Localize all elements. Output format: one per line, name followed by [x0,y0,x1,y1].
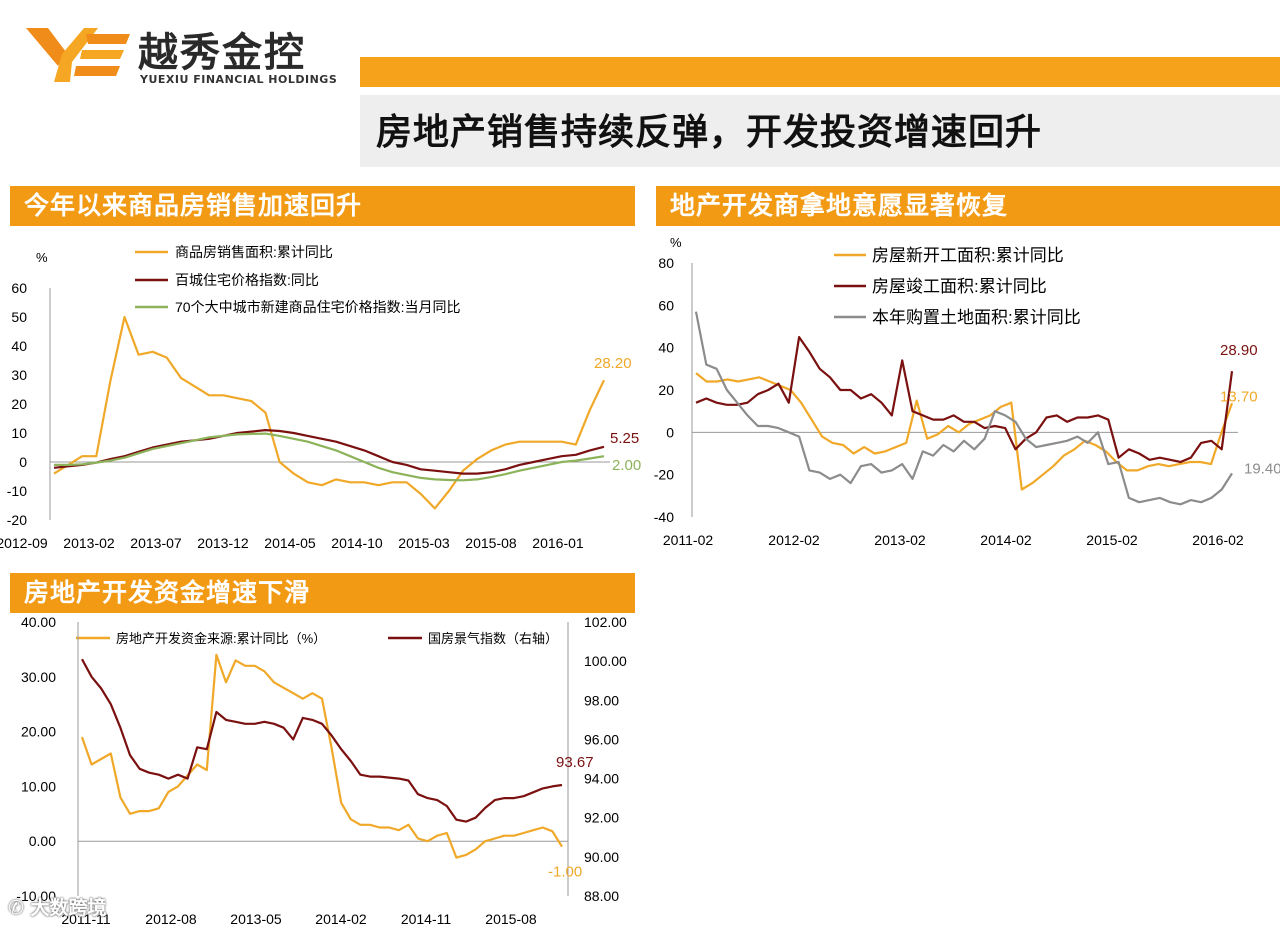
y-tick-label: 40 [11,338,27,354]
series-end-label: 5.25 [610,430,639,447]
y-axis-unit: % [670,235,682,250]
x-tick-label: 2015-03 [398,535,450,551]
y2-tick-label: 98.00 [584,692,619,708]
y-tick-label: 80 [658,255,674,271]
y-tick-label: 0 [666,424,674,440]
legend-label: 商品房销售面积:累计同比 [175,244,333,260]
x-tick-label: 2013-12 [197,535,249,551]
y2-tick-label: 100.00 [584,653,627,669]
y-tick-label: 0.00 [29,833,56,849]
x-tick-label: 2012-02 [768,532,820,548]
series-line [53,429,605,475]
watermark-text: 大数跨境 [30,897,107,919]
x-tick-label: 2016-02 [1192,532,1244,548]
x-tick-label: 2011-11 [61,911,111,927]
series-end-label: -1.00 [548,864,582,881]
watermark-icon: ✆ [8,897,24,919]
chart-funding: 房地产开发资金来源:累计同比（%） 国房景气指数（右轴） 40.00 30.00 2… [16,614,627,927]
y-tick-label: 10 [11,425,27,441]
y-tick-label: 60 [11,280,27,296]
y-tick-label: -20 [7,512,27,528]
y-tick-label: 20.00 [21,724,56,740]
y-tick-label: 20 [11,396,27,412]
legend-label: 本年购置土地面积:累计同比 [872,308,1081,327]
series-line [53,315,605,510]
panel-title-funding: 房地产开发资金增速下滑 [10,573,635,613]
series-line [695,372,1234,491]
series-end-label: 13.70 [1220,388,1258,405]
logo-mark-icon [26,28,130,82]
legend-label: 国房景气指数（右轴） [428,631,558,646]
series-end-label: 93.67 [556,754,594,771]
y-tick-label: -20 [654,467,674,483]
x-tick-label: 2012-09 [0,535,48,551]
x-tick-label: 2012-08 [145,911,197,927]
watermark: ✆ 大数跨境 [8,893,107,920]
y2-tick-label: 92.00 [584,810,619,826]
chart-sales: % 商品房销售面积:累计同比 百城住宅价格指数:同比 70个大中城市新建商品住宅… [0,244,641,551]
legend-label: 房地产开发资金来源:累计同比（%） [116,631,326,646]
y2-tick-label: 96.00 [584,731,619,747]
y2-tick-label: 94.00 [584,771,619,787]
page-title: 房地产销售持续反弹，开发投资增速回升 [376,112,1043,153]
y-tick-label: -10.00 [16,888,56,904]
series-end-label: 28.20 [594,355,632,372]
y-tick-label: 40 [658,340,674,356]
chart-legend: 房屋新开工面积:累计同比 房屋竣工面积:累计同比 本年购置土地面积:累计同比 [834,246,1081,327]
x-tick-label: 2013-02 [63,535,115,551]
title-band: 房地产销售持续反弹，开发投资增速回升 [360,95,1280,167]
y2-tick-label: 90.00 [584,849,619,865]
accent-bar [360,57,1280,87]
y2-tick-label: 102.00 [584,614,627,630]
y-tick-label: 40.00 [21,614,56,630]
y-tick-label: 50 [11,309,27,325]
chart-land: % 房屋新开工面积:累计同比 房屋竣工面积:累计同比 本年购置土地面积:累计同比… [654,235,1280,548]
x-tick-label: 2015-02 [1086,532,1138,548]
y-tick-label: 30 [11,367,27,383]
legend-label: 房屋竣工面积:累计同比 [872,277,1047,296]
x-tick-label: 2013-02 [874,532,926,548]
y-tick-label: 60 [658,297,674,313]
series-line [80,653,563,859]
x-tick-label: 2015-08 [485,911,537,927]
x-tick-label: 2014-02 [980,532,1032,548]
chart-legend: 房地产开发资金来源:累计同比（%） 国房景气指数（右轴） [76,631,558,646]
x-tick-label: 2013-05 [230,911,282,927]
x-tick-label: 2014-10 [331,535,383,551]
series-line [81,658,563,823]
logo-name-cn: 越秀金控 [138,29,306,76]
x-tick-label: 2011-02 [663,532,714,548]
x-tick-label: 2014-02 [315,911,367,927]
series-line [54,432,605,482]
panel-title-land: 地产开发商拿地意愿显著恢复 [656,186,1280,226]
panel-title-sales: 今年以来商品房销售加速回升 [10,186,635,226]
x-tick-label: 2013-07 [130,535,182,551]
y2-tick-label: 88.00 [584,888,619,904]
x-tick-label: 2014-11 [401,911,452,927]
legend-label: 70个大中城市新建商品住宅价格指数:当月同比 [175,299,460,315]
series-line [695,335,1234,464]
series-end-label: 19.40 [1244,460,1280,477]
x-tick-label: 2014-05 [264,535,316,551]
series-line [694,311,1233,506]
y-tick-label: 0 [19,454,27,470]
chart-legend: 商品房销售面积:累计同比 百城住宅价格指数:同比 70个大中城市新建商品住宅价格… [135,244,460,315]
legend-label: 百城住宅价格指数:同比 [175,272,319,288]
y-tick-label: 10.00 [21,778,56,794]
x-tick-label: 2015-08 [465,535,517,551]
y-axis-unit: % [36,250,48,265]
y-tick-label: -40 [654,509,674,525]
y-tick-label: -10 [7,483,27,499]
company-logo: 越秀金控 YUEXIU FINANCIAL HOLDINGS [26,18,338,86]
y-tick-label: 20 [658,382,674,398]
x-tick-label: 2016-01 [532,535,584,551]
y-tick-label: 30.00 [21,669,56,685]
logo-name-en: YUEXIU FINANCIAL HOLDINGS [140,73,338,86]
series-end-label: 2.00 [612,457,641,474]
legend-label: 房屋新开工面积:累计同比 [872,246,1064,265]
series-end-label: 28.90 [1220,342,1258,359]
